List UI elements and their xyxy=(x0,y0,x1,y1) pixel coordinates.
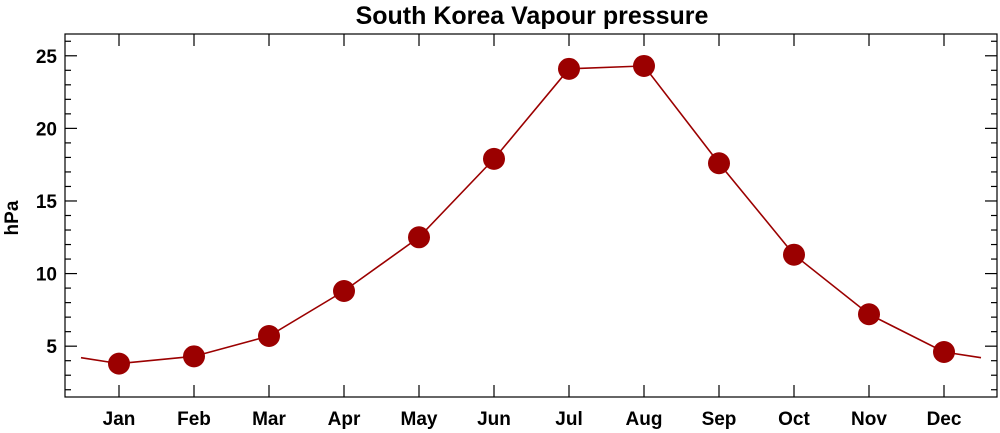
y-axis: 5 10 15 20 25 xyxy=(36,40,997,391)
x-tick-label: May xyxy=(401,409,438,430)
data-point xyxy=(783,243,805,266)
x-tick-label: Jun xyxy=(477,409,511,430)
x-tick-label: Jul xyxy=(555,409,582,430)
x-tick-label: Dec xyxy=(927,409,962,430)
x-tick-label: Nov xyxy=(851,409,887,430)
data-point xyxy=(408,226,430,249)
data-point xyxy=(333,280,355,303)
data-point xyxy=(708,152,730,175)
chart-title: South Korea Vapour pressure xyxy=(356,2,709,30)
x-tick-label: Mar xyxy=(252,409,286,430)
x-tick-label: Feb xyxy=(177,409,211,430)
x-tick-label: Aug xyxy=(626,409,663,430)
data-point xyxy=(483,147,505,170)
series-line xyxy=(80,65,982,365)
data-point xyxy=(258,325,280,348)
data-point xyxy=(933,340,955,363)
y-tick-label: 15 xyxy=(36,192,58,213)
y-tick-label: 5 xyxy=(46,337,57,358)
y-tick-label: 10 xyxy=(36,265,57,286)
x-tick-label: Sep xyxy=(702,409,737,430)
x-tick-label: Jan xyxy=(103,409,136,430)
y-tick-label: 25 xyxy=(36,47,58,68)
data-point xyxy=(633,54,655,77)
data-point xyxy=(183,345,205,368)
series-line-group xyxy=(80,65,982,365)
data-point xyxy=(558,57,580,80)
y-tick-label: 20 xyxy=(36,119,57,140)
y-axis-label: hPa xyxy=(2,200,23,235)
data-point xyxy=(108,352,130,375)
x-tick-label: Oct xyxy=(778,409,810,430)
data-point xyxy=(858,303,880,326)
x-tick-label: Apr xyxy=(328,409,361,430)
data-markers xyxy=(108,54,955,375)
plot-frame xyxy=(64,33,998,398)
x-axis: Jan Feb Mar Apr May Jun Jul Aug Sep Oct Nov Dec xyxy=(103,34,962,430)
